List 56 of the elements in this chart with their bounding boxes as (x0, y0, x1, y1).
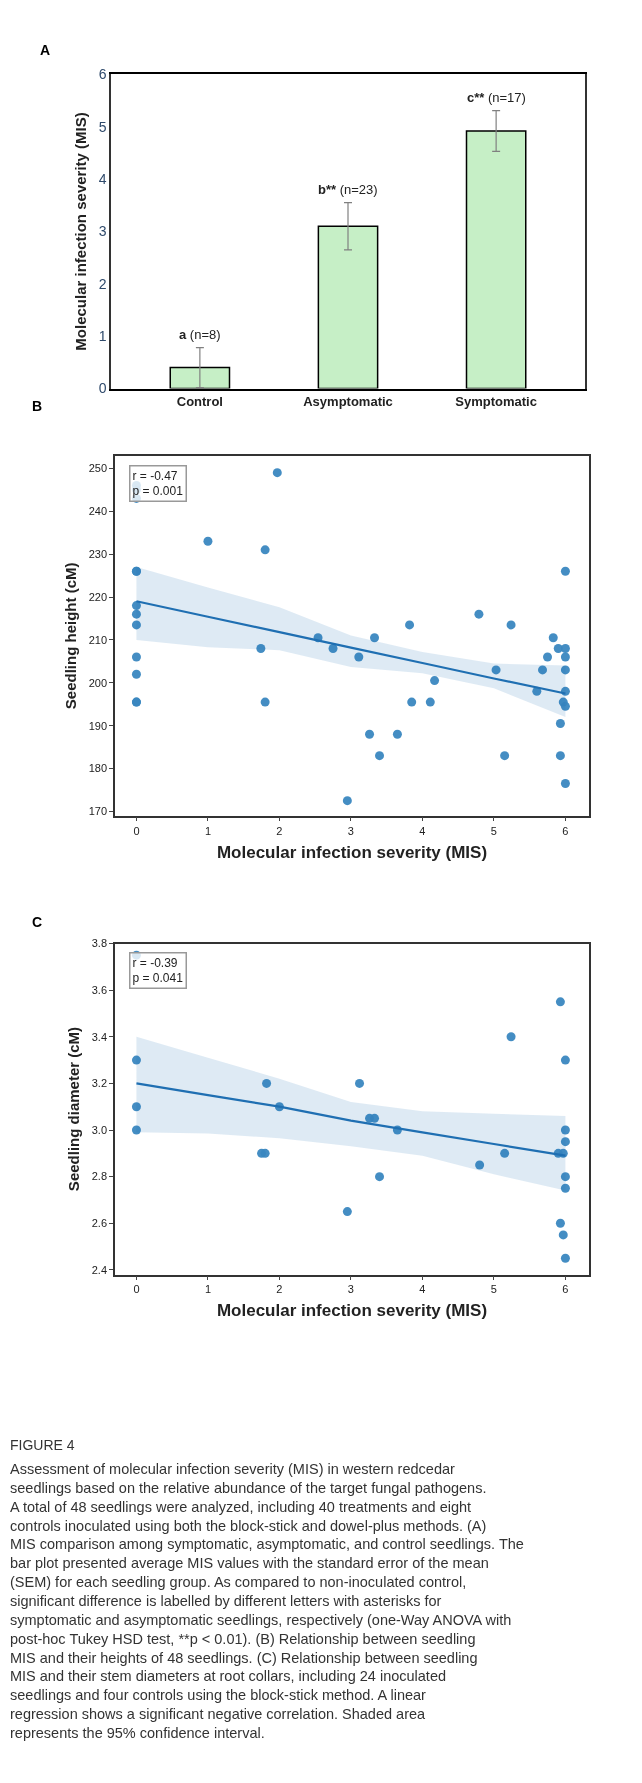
chart-title: C (32, 914, 43, 930)
y-axis-title: Molecular infection severity (MIS) (72, 112, 90, 351)
x-axis-title: Molecular infection severity (MIS) (216, 842, 488, 862)
y-tick-label: 240 (88, 505, 108, 518)
y-tick-label: 180 (88, 762, 108, 775)
y-axis-title: Seedling diameter (cM) (65, 1026, 83, 1192)
x-tick-label: Asymptomatic (303, 393, 393, 409)
y-tick-label: 2.6 (91, 1217, 108, 1230)
y-tick-label: 3 (98, 223, 107, 240)
x-tick-label: 1 (204, 824, 211, 837)
y-tick-label: 3.6 (91, 984, 108, 996)
y-tick-label: 2.4 (91, 1263, 108, 1276)
x-tick-label: 0 (133, 1283, 140, 1296)
annotation: c** (n=17) (467, 90, 526, 105)
x-tick-label: Control (176, 393, 223, 409)
x-tick-label: 0 (133, 824, 140, 837)
x-tick-label: 3 (347, 824, 354, 837)
y-tick-label: 3.4 (91, 1030, 108, 1043)
annotation: a (n=8) (179, 327, 221, 342)
y-tick-label: 3.0 (91, 1123, 108, 1136)
y-tick-label: 220 (88, 590, 108, 603)
x-axis-title: Molecular infection severity (MIS) (216, 1301, 488, 1321)
x-tick-label: 2 (276, 824, 283, 837)
x-tick-label: 2 (276, 1283, 283, 1296)
y-tick-label: 250 (88, 462, 108, 475)
y-tick-label: 2 (98, 275, 107, 292)
y-tick-label: 210 (88, 633, 108, 646)
chart-title: A (40, 42, 51, 58)
annotation: r = -0.47 p = 0.001 (132, 468, 184, 499)
y-axis-title: Seedling height (cM) (62, 562, 80, 710)
y-tick-label: 5 (98, 118, 107, 135)
x-tick-label: Symptomatic (455, 393, 537, 409)
x-tick-label: 4 (419, 1283, 426, 1296)
chart-title: B (32, 398, 43, 414)
text: FIGURE 4 (10, 1437, 75, 1453)
y-tick-label: 2.8 (91, 1170, 108, 1183)
annotation: b** (n=23) (318, 182, 378, 197)
x-tick-label: 4 (419, 824, 426, 837)
y-tick-label: 170 (88, 805, 108, 818)
y-tick-label: 4 (98, 171, 107, 188)
x-tick-label: 6 (562, 824, 569, 837)
y-tick-label: 200 (88, 676, 108, 689)
x-tick-label: 5 (490, 824, 497, 837)
x-tick-label: 6 (562, 1283, 569, 1296)
y-tick-label: 1 (98, 328, 107, 345)
y-tick-label: 3.2 (91, 1077, 108, 1090)
x-tick-label: 1 (204, 1283, 211, 1296)
text: Assessment of molecular infection severity (MIS) in western redcedar seedlings based on the relative abundance of the target fungal pathogens. A total of 48 seedlings were analyzed, including 40 treatments and eight controls inoculated using both the block-stick and dowel-plus methods. (A) MIS comparison among symptomatic, asymptomatic, and control seedlings. The bar plot presented average MIS values with the standard error of the mean (SEM) for each seedling group. As compared to non-inoculated control, significant difference is labelled by different letters with asterisks for symptomatic and asymptomatic seedlings, respectively (one-Way ANOVA with post-hoc Tukey HSD test, **p < 0.01). (B) Relationship between seedling MIS and their heights of 48 seedlings. (C) Relationship between seedling MIS and their stem diameters at root collars, including 24 inoculated seedlings and four controls using the block-stick method. A linear regression shows a significant negative correlation. Shaded area represents the 95% confidence interval. (10, 1461, 524, 1741)
y-tick-label: 230 (88, 547, 108, 560)
y-tick-label: 6 (98, 66, 107, 83)
y-tick-label: 0 (98, 380, 107, 397)
y-tick-label: 190 (88, 719, 108, 732)
annotation: r = -0.39 p = 0.041 (132, 955, 184, 986)
x-tick-label: 5 (490, 1283, 497, 1296)
x-tick-label: 3 (347, 1283, 354, 1296)
y-tick-label: 3.8 (91, 937, 108, 950)
